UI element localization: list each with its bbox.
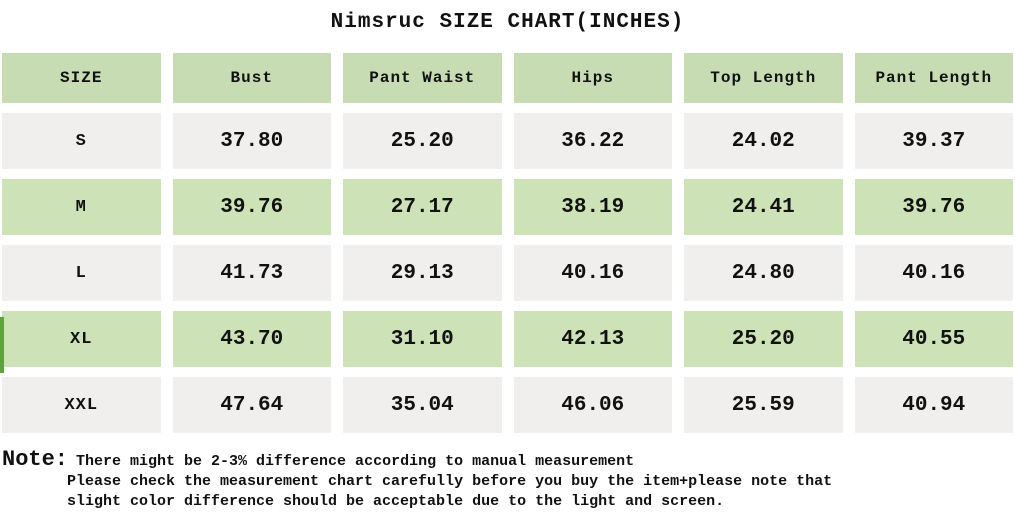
top-length-value: 25.59 bbox=[684, 377, 843, 433]
left-edge-accent bbox=[0, 317, 4, 373]
bust-value: 37.80 bbox=[172, 113, 331, 169]
pant-waist-value: 35.04 bbox=[343, 377, 502, 433]
note-line-1: There might be 2-3% difference according… bbox=[76, 453, 635, 470]
pant-length-value: 39.37 bbox=[854, 113, 1013, 169]
pant-length-value: 40.94 bbox=[854, 377, 1013, 433]
column-header-hips: Hips bbox=[513, 53, 672, 103]
hips-value: 36.22 bbox=[513, 113, 672, 169]
top-length-value: 24.41 bbox=[684, 179, 843, 235]
hips-value: 42.13 bbox=[513, 311, 672, 367]
note-line-3: slight color difference should be accept… bbox=[67, 493, 725, 510]
column-header-size: SIZE bbox=[2, 53, 161, 103]
column-header-bust: Bust bbox=[172, 53, 331, 103]
note-label: Note: bbox=[2, 447, 69, 472]
size-chart-table: SIZE Bust Pant Waist Hips Top Length Pan… bbox=[2, 53, 1013, 433]
size-label: S bbox=[2, 113, 161, 169]
pant-waist-value: 31.10 bbox=[343, 311, 502, 367]
pant-length-value: 39.76 bbox=[854, 179, 1013, 235]
bust-value: 41.73 bbox=[172, 245, 331, 301]
column-header-top-length: Top Length bbox=[684, 53, 843, 103]
bust-value: 47.64 bbox=[172, 377, 331, 433]
size-label: XXL bbox=[2, 377, 161, 433]
note-section: Note: There might be 2-3% difference acc… bbox=[2, 447, 1012, 512]
hips-value: 38.19 bbox=[513, 179, 672, 235]
pant-length-value: 40.16 bbox=[854, 245, 1013, 301]
note-line-2: Please check the measurement chart caref… bbox=[67, 473, 833, 490]
pant-waist-value: 25.20 bbox=[343, 113, 502, 169]
column-header-pant-waist: Pant Waist bbox=[343, 53, 502, 103]
hips-value: 40.16 bbox=[513, 245, 672, 301]
pant-waist-value: 29.13 bbox=[343, 245, 502, 301]
size-label: M bbox=[2, 179, 161, 235]
top-length-value: 24.02 bbox=[684, 113, 843, 169]
hips-value: 46.06 bbox=[513, 377, 672, 433]
top-length-value: 25.20 bbox=[684, 311, 843, 367]
top-length-value: 24.80 bbox=[684, 245, 843, 301]
size-label: L bbox=[2, 245, 161, 301]
bust-value: 43.70 bbox=[172, 311, 331, 367]
pant-waist-value: 27.17 bbox=[343, 179, 502, 235]
column-header-pant-length: Pant Length bbox=[854, 53, 1013, 103]
bust-value: 39.76 bbox=[172, 179, 331, 235]
size-label: XL bbox=[2, 311, 161, 367]
page-title: Nimsruc SIZE CHART(INCHES) bbox=[330, 11, 685, 34]
pant-length-value: 40.55 bbox=[854, 311, 1013, 367]
